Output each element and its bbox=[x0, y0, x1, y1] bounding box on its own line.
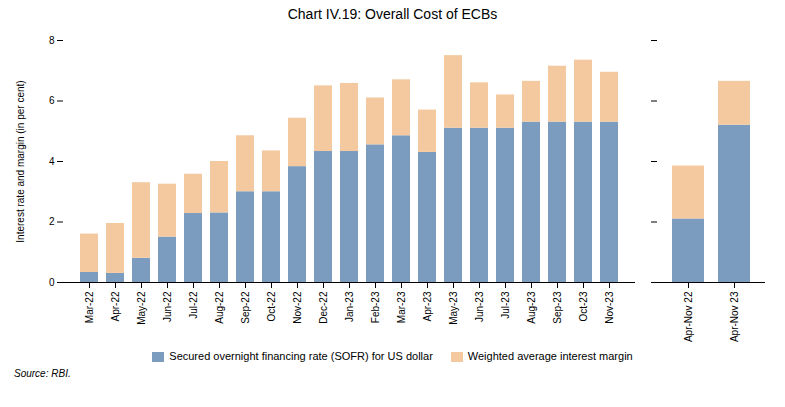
svg-text:Jun-22: Jun-22 bbox=[161, 291, 172, 322]
svg-text:Jan-23: Jan-23 bbox=[343, 291, 354, 322]
svg-text:Jul-22: Jul-22 bbox=[187, 291, 198, 319]
html-text:Source: RBI.: Source: RBI. bbox=[14, 368, 71, 379]
svg-text:Apr-Nov 22: Apr-Nov 22 bbox=[682, 291, 693, 342]
svg-text:Sep-22: Sep-22 bbox=[239, 291, 250, 324]
svg-text:May-22: May-22 bbox=[135, 291, 146, 325]
svg-text:6: 6 bbox=[48, 95, 54, 106]
svg-text:Feb-23: Feb-23 bbox=[369, 291, 380, 323]
svg-text:2: 2 bbox=[48, 216, 54, 227]
svg-text:Aug-23: Aug-23 bbox=[525, 291, 536, 324]
html-text:Weighted average interest marg: Weighted average interest margin bbox=[467, 350, 633, 362]
svg-text:8: 8 bbox=[48, 35, 54, 46]
svg-text:Nov-22: Nov-22 bbox=[291, 291, 302, 324]
html-text:Chart IV.19: Overall Cost of E: Chart IV.19: Overall Cost of ECBs bbox=[287, 6, 498, 22]
svg-text:Jun-23: Jun-23 bbox=[473, 291, 484, 322]
svg-text:Oct-22: Oct-22 bbox=[265, 291, 276, 321]
svg-text:Mar-22: Mar-22 bbox=[83, 291, 94, 323]
svg-text:Interest rate and margin (in p: Interest rate and margin (in per cent) bbox=[14, 80, 25, 242]
svg-text:Dec-22: Dec-22 bbox=[317, 291, 328, 324]
svg-text:Nov-23: Nov-23 bbox=[603, 291, 614, 324]
svg-text:0: 0 bbox=[48, 277, 54, 288]
svg-text:May-23: May-23 bbox=[447, 291, 458, 325]
svg-text:Apr-Nov 23: Apr-Nov 23 bbox=[728, 291, 739, 342]
svg-text:4: 4 bbox=[48, 156, 54, 167]
svg-text:Aug-22: Aug-22 bbox=[213, 291, 224, 324]
svg-text:Mar-23: Mar-23 bbox=[395, 291, 406, 323]
svg-text:Oct-23: Oct-23 bbox=[577, 291, 588, 321]
svg-text:Sep-23: Sep-23 bbox=[551, 291, 562, 324]
svg-text:Jul-23: Jul-23 bbox=[499, 291, 510, 319]
svg-text:Apr-22: Apr-22 bbox=[109, 291, 120, 321]
html-text:Secured overnight financing ra: Secured overnight financing rate (SOFR) … bbox=[169, 350, 433, 362]
svg-text:Apr-23: Apr-23 bbox=[421, 291, 432, 321]
